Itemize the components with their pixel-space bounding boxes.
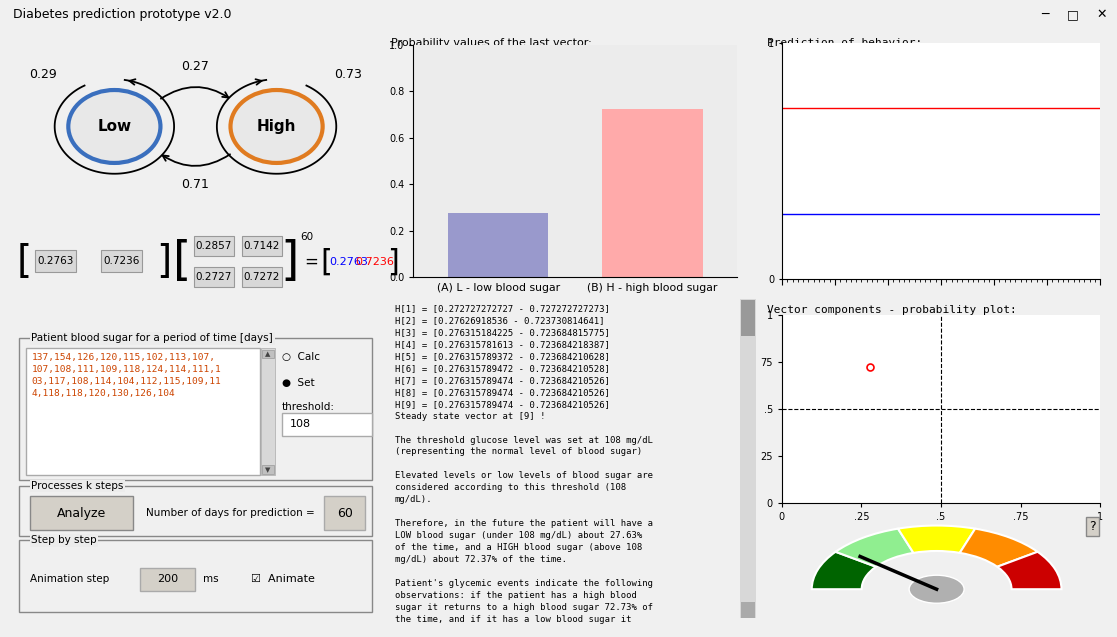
Text: 0.71: 0.71 (182, 178, 209, 191)
Circle shape (68, 90, 161, 163)
Text: 0.2727: 0.2727 (195, 272, 232, 282)
Text: Number of days for prediction =: Number of days for prediction = (145, 508, 315, 519)
Text: High: High (257, 119, 296, 134)
Wedge shape (836, 529, 914, 567)
Text: 0.73: 0.73 (334, 68, 362, 82)
FancyBboxPatch shape (241, 236, 283, 256)
Text: ▲: ▲ (266, 351, 270, 357)
Text: ✕: ✕ (1096, 8, 1107, 21)
FancyBboxPatch shape (741, 299, 756, 618)
FancyBboxPatch shape (261, 350, 275, 359)
Text: 0.7236: 0.7236 (104, 257, 140, 266)
Text: ☑  Animate: ☑ Animate (250, 574, 315, 584)
FancyBboxPatch shape (193, 236, 235, 256)
Bar (602, 109, 703, 277)
FancyBboxPatch shape (26, 348, 260, 475)
Wedge shape (898, 526, 975, 553)
FancyBboxPatch shape (283, 413, 372, 436)
Text: ▼: ▼ (266, 467, 270, 473)
Text: Processes k steps: Processes k steps (31, 481, 124, 491)
Text: Probability values of the last vector:: Probability values of the last vector: (391, 38, 592, 48)
Text: ms: ms (203, 574, 219, 584)
Text: ]: ] (280, 239, 298, 284)
Text: 137,154,126,120,115,102,113,107,
107,108,111,109,118,124,114,111,1
03,117,108,11: 137,154,126,120,115,102,113,107, 107,108… (31, 353, 221, 398)
Text: 0.7236: 0.7236 (355, 257, 393, 267)
FancyBboxPatch shape (102, 250, 142, 273)
Text: threshold:: threshold: (283, 402, 335, 412)
Text: [: [ (17, 243, 31, 281)
FancyBboxPatch shape (35, 250, 76, 273)
Text: Step by step: Step by step (31, 536, 97, 545)
Text: 60: 60 (300, 232, 314, 241)
Text: ]: ] (386, 248, 399, 276)
Text: 0.2763: 0.2763 (330, 257, 367, 267)
Text: [: [ (321, 248, 332, 276)
Text: 0.2857: 0.2857 (195, 241, 232, 251)
Wedge shape (960, 529, 1038, 567)
FancyBboxPatch shape (30, 496, 133, 531)
Text: 0.7272: 0.7272 (244, 272, 280, 282)
Text: Vector components - probability plot:: Vector components - probability plot: (767, 305, 1016, 315)
FancyBboxPatch shape (241, 266, 283, 287)
FancyBboxPatch shape (261, 466, 275, 474)
Text: Patient blood sugar for a period of time [days]: Patient blood sugar for a period of time… (31, 333, 274, 343)
Circle shape (909, 575, 964, 603)
FancyBboxPatch shape (742, 602, 755, 618)
Text: 0.27: 0.27 (182, 60, 209, 73)
Text: 60: 60 (337, 507, 353, 520)
Text: [: [ (173, 239, 192, 284)
FancyBboxPatch shape (141, 568, 195, 590)
Text: H[1] = [0.272727272727 - 0.727272727273]
H[2] = [0.27626918536 - 0.723730814641]: H[1] = [0.272727272727 - 0.727272727273]… (394, 304, 652, 624)
FancyBboxPatch shape (325, 496, 365, 531)
Text: □: □ (1067, 8, 1078, 21)
Text: Diabetes prediction prototype v2.0: Diabetes prediction prototype v2.0 (13, 8, 232, 21)
Circle shape (230, 90, 323, 163)
FancyBboxPatch shape (261, 348, 275, 475)
Text: ?: ? (1089, 520, 1096, 533)
Text: ]: ] (156, 243, 172, 281)
Wedge shape (997, 552, 1061, 589)
Text: 200: 200 (157, 574, 179, 584)
Text: ○  Calc: ○ Calc (283, 352, 321, 362)
Text: 0.2763: 0.2763 (37, 257, 74, 266)
Text: ●  Set: ● Set (283, 378, 315, 388)
Text: 0.29: 0.29 (29, 68, 56, 82)
Bar (448, 213, 548, 277)
Wedge shape (812, 552, 876, 589)
Text: Analyze: Analyze (57, 507, 106, 520)
Text: Low: Low (97, 119, 132, 134)
FancyBboxPatch shape (193, 266, 235, 287)
Text: ─: ─ (1041, 8, 1048, 21)
Text: Animation step: Animation step (30, 574, 108, 584)
Text: Prediction of behavior:: Prediction of behavior: (767, 38, 923, 48)
Text: 108: 108 (289, 419, 311, 429)
FancyBboxPatch shape (742, 301, 755, 336)
Text: =: = (305, 253, 318, 271)
Text: 0.7142: 0.7142 (244, 241, 280, 251)
